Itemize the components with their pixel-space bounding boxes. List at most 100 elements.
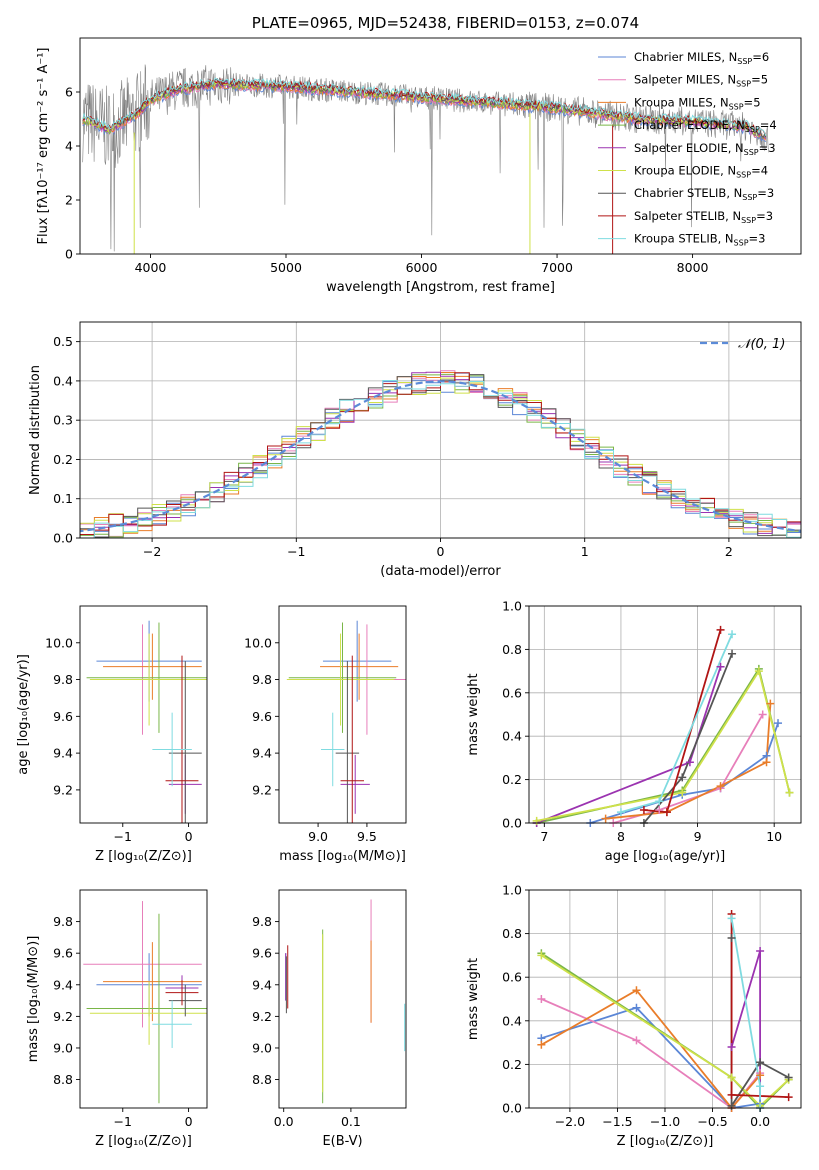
legend-nssp-eq: = [760, 118, 770, 132]
legend-nssp-sub: SSP [742, 193, 757, 202]
legend-label: 𝒩(0, 1) [738, 337, 785, 352]
chart-spectrum: 4000 5000 6000 7000 8000 0 2 4 6 wavelength [Angs… [36, 14, 802, 295]
legend-nssp-prefix: , N [713, 95, 729, 109]
legend-series-name: Kroupa ELODIE [634, 164, 720, 178]
model-line [82, 77, 767, 137]
legend-nssp-sub: SSP [736, 171, 751, 180]
y-tick-label: 9.6 [252, 709, 272, 724]
y-tick-label: 0.2 [502, 772, 522, 787]
x-axis-label: age [log₁₀(age/yr)] [605, 849, 726, 864]
legend-nssp-sub: SSP [729, 102, 744, 111]
legend-nssp-eq: = [751, 164, 761, 178]
y-tick-label: 0 [65, 247, 73, 262]
y-axis-label: mass weight [466, 673, 481, 755]
plot-area [285, 899, 406, 1104]
series-marker [728, 649, 737, 658]
legend-label: Salpeter MILES, NSSP=5 [634, 73, 768, 89]
series-marker [716, 662, 725, 671]
series-marker [662, 808, 671, 817]
y-tick-label: 9.6 [53, 946, 73, 961]
x-tick-label: 5000 [270, 260, 302, 275]
series-marker [727, 914, 736, 923]
y-tick-label: 1.0 [502, 599, 522, 614]
histogram-step [80, 380, 801, 538]
legend-nssp-sub: SSP [734, 239, 749, 248]
y-axis-label: Normed distribution [28, 365, 43, 495]
plot-frame [278, 605, 407, 824]
legend-nssp-sub: SSP [736, 80, 751, 89]
y-tick-label: 10.0 [45, 635, 73, 650]
y-tick-label: 0.5 [53, 334, 73, 349]
legend-nssp-prefix: , N [720, 73, 736, 87]
legend-nssp-eq: = [752, 50, 762, 64]
legend-nssp-eq: = [756, 209, 766, 223]
x-tick-label: 2 [725, 544, 733, 559]
y-axis-label: mass [log₁₀(M/M⊙)] [26, 936, 41, 1063]
y-tick-label: 9.2 [252, 1009, 272, 1024]
series-marker [532, 816, 541, 825]
series-marker [785, 788, 794, 797]
legend-label: Salpeter ELODIE, NSSP=3 [634, 141, 776, 157]
y-tick-label: 9.8 [252, 672, 272, 687]
legend-label: Kroupa STELIB, NSSP=3 [634, 232, 766, 248]
legend-label: Kroupa ELODIE, NSSP=4 [634, 164, 768, 180]
series-marker [727, 933, 736, 942]
legend-series-name: Chabrier ELODIE [634, 118, 729, 132]
x-tick-label: 8 [617, 829, 625, 844]
series-marker [537, 951, 546, 960]
x-tick-label: −1.5 [602, 1114, 632, 1129]
series-marker [678, 773, 687, 782]
series-marker [784, 1073, 793, 1082]
y-tick-label: 8.8 [53, 1072, 73, 1087]
series-marker [716, 782, 725, 791]
legend-series-name: Salpeter MILES [634, 73, 720, 87]
y-axis-label: age [log₁₀(age/yr)] [16, 654, 31, 775]
plot-frame [278, 889, 407, 1109]
y-tick-label: 9.2 [252, 782, 272, 797]
y-tick-label: 9.4 [53, 977, 73, 992]
y-tick-label: 9.2 [53, 782, 73, 797]
x-axis-label: (data-model)/error [380, 564, 501, 579]
x-tick-label: 9 [694, 829, 702, 844]
legend-nssp-value: 3 [766, 209, 773, 223]
legend-label: Chabrier ELODIE, NSSP=4 [634, 118, 777, 134]
x-tick-label: −1 [114, 1114, 132, 1129]
legend-series-name: Kroupa MILES [634, 95, 713, 109]
series-line [540, 954, 790, 1108]
x-tick-label: −2.0 [555, 1114, 585, 1129]
y-tick-label: 6 [65, 85, 73, 100]
legend-nssp-value: 3 [768, 141, 775, 155]
legend-nssp-sub: SSP [744, 148, 759, 157]
y-tick-label: 2 [65, 193, 73, 208]
y-tick-label: 9.6 [53, 709, 73, 724]
chart-title: PLATE=0965, MJD=52438, FIBERID=0153, z=0… [252, 14, 639, 32]
series-marker [756, 1082, 765, 1091]
legend-nssp-eq: = [749, 232, 759, 246]
legend-label: Chabrier STELIB, NSSP=3 [634, 186, 774, 202]
series-marker [632, 1003, 641, 1012]
legend-nssp-prefix: , N [726, 186, 742, 200]
y-tick-label: 0.0 [502, 816, 522, 831]
y-tick-label: 0.8 [502, 926, 522, 941]
y-tick-label: 9.8 [53, 672, 73, 687]
y-tick-label: 9.4 [252, 977, 272, 992]
legend-series-name: Kroupa STELIB [634, 232, 718, 246]
series-marker [655, 805, 664, 814]
legend-nssp-prefix: , N [725, 209, 741, 223]
plot-frame [79, 605, 208, 824]
series-marker [754, 667, 763, 676]
plot-area [86, 620, 207, 823]
legend-label: Kroupa MILES, NSSP=5 [634, 95, 761, 111]
series-marker [728, 630, 737, 639]
x-axis-label: E(B-V) [322, 1134, 362, 1149]
x-tick-label: −1 [114, 829, 132, 844]
series-marker [685, 758, 694, 767]
plot-area [80, 370, 801, 538]
legend-label: Salpeter STELIB, NSSP=3 [634, 209, 773, 225]
y-tick-label: 0.1 [53, 491, 73, 506]
series-marker [632, 986, 641, 995]
plot-frame [79, 889, 208, 1109]
legend-nssp-sub: SSP [737, 57, 752, 66]
plot-frame [528, 605, 802, 824]
series-marker [678, 788, 687, 797]
